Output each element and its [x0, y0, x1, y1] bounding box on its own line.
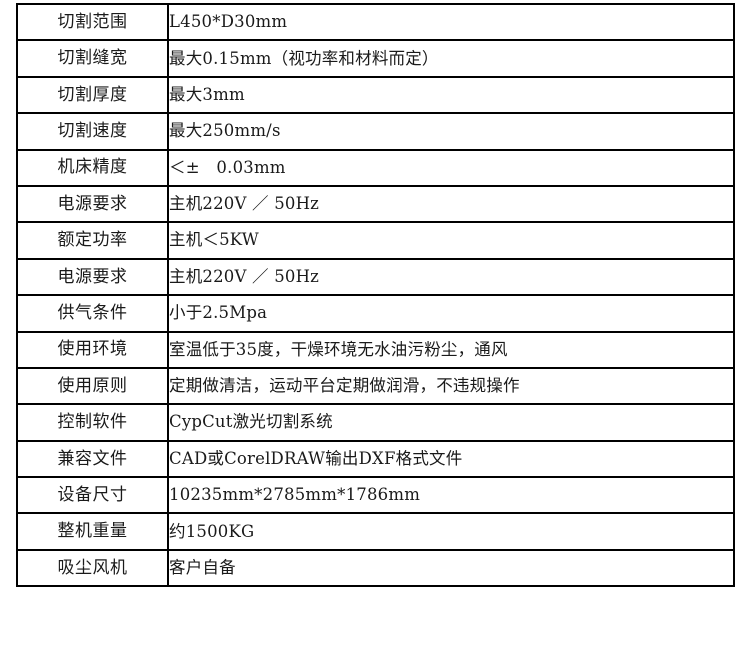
- spec-value-cell: 小于2.5Mpa: [167, 294, 735, 333]
- spec-value-cell: 主机220V ／ 50Hz: [167, 184, 735, 224]
- table-row: 额定功率 主机＜5KW: [16, 221, 735, 260]
- spec-label-cell: 兼容文件: [16, 439, 169, 479]
- table-row: 吸尘风机 客户自备: [16, 548, 735, 588]
- spec-label-cell: 额定功率: [16, 221, 169, 260]
- spec-value-cell: 室温低于35度，干燥环境无水油污粉尘，通风: [167, 330, 735, 369]
- table-row: 切割范围 L450*D30mm: [16, 2, 735, 42]
- spec-label-cell: 控制软件: [16, 403, 169, 442]
- table-row: 使用环境 室温低于35度，干燥环境无水油污粉尘，通风: [16, 330, 735, 369]
- spec-label-cell: 机床精度: [16, 148, 169, 187]
- spec-label-cell: 切割缝宽: [16, 39, 169, 78]
- spec-label-cell: 整机重量: [16, 512, 169, 551]
- spec-label-cell: 切割厚度: [16, 75, 169, 115]
- spec-value-cell: ＜± 0.03mm: [167, 148, 735, 187]
- spec-value-cell: 定期做清洁，运动平台定期做润滑，不违规操作: [167, 366, 735, 406]
- table-row: 切割厚度 最大3mm: [16, 75, 735, 115]
- table-row: 电源要求 主机220V ／ 50Hz: [16, 184, 735, 224]
- table-row: 供气条件 小于2.5Mpa: [16, 294, 735, 333]
- spec-value-cell: 最大250mm/s: [167, 112, 735, 151]
- spec-label-cell: 切割速度: [16, 112, 169, 151]
- table-row: 兼容文件 CAD或CorelDRAW输出DXF格式文件: [16, 439, 735, 479]
- spec-value-cell: CAD或CorelDRAW输出DXF格式文件: [167, 439, 735, 479]
- spec-label-cell: 电源要求: [16, 184, 169, 224]
- table-row: 使用原则 定期做清洁，运动平台定期做润滑，不违规操作: [16, 366, 735, 406]
- spec-label-cell: 切割范围: [16, 2, 169, 42]
- spec-value-cell: 主机＜5KW: [167, 221, 735, 260]
- table-row: 电源要求 主机220V ／ 50Hz: [16, 257, 735, 297]
- spec-value-cell: L450*D30mm: [167, 2, 735, 42]
- spec-label-cell: 电源要求: [16, 257, 169, 297]
- spec-value-cell: 10235mm*2785mm*1786mm: [167, 476, 735, 515]
- spec-value-cell: CypCut激光切割系统: [167, 403, 735, 442]
- spec-value-cell: 最大3mm: [167, 75, 735, 115]
- spec-label-cell: 使用环境: [16, 330, 169, 369]
- spec-label-cell: 供气条件: [16, 294, 169, 333]
- spec-value-cell: 客户自备: [167, 548, 735, 588]
- spec-value-cell: 最大0.15mm（视功率和材料而定）: [167, 39, 735, 78]
- table-row: 设备尺寸 10235mm*2785mm*1786mm: [16, 476, 735, 515]
- table-row: 切割速度 最大250mm/s: [16, 112, 735, 151]
- specification-table: 切割范围 L450*D30mm 切割缝宽 最大0.15mm（视功率和材料而定） 切割厚度…: [16, 2, 735, 588]
- specification-table-body: 切割范围 L450*D30mm 切割缝宽 最大0.15mm（视功率和材料而定） 切割厚度…: [16, 2, 735, 588]
- table-row: 切割缝宽 最大0.15mm（视功率和材料而定）: [16, 39, 735, 78]
- table-row: 控制软件 CypCut激光切割系统: [16, 403, 735, 442]
- spec-value-cell: 约1500KG: [167, 512, 735, 551]
- table-row: 整机重量 约1500KG: [16, 512, 735, 551]
- spec-label-cell: 使用原则: [16, 366, 169, 406]
- spec-value-cell: 主机220V ／ 50Hz: [167, 257, 735, 297]
- spec-label-cell: 吸尘风机: [16, 548, 169, 588]
- spec-label-cell: 设备尺寸: [16, 476, 169, 515]
- table-row: 机床精度 ＜± 0.03mm: [16, 148, 735, 187]
